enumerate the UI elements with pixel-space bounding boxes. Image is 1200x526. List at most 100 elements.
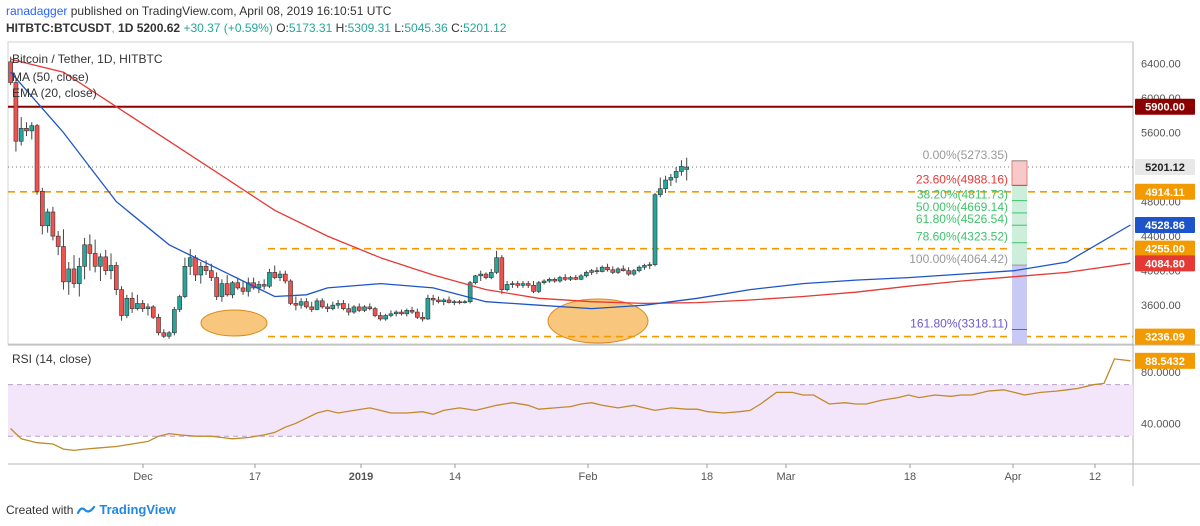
author-name[interactable]: ranadagger bbox=[6, 4, 68, 18]
candle-body bbox=[504, 284, 510, 290]
candle-body bbox=[166, 332, 172, 337]
high-label: H: bbox=[335, 21, 348, 35]
close-label: C: bbox=[451, 21, 464, 35]
x-axis-tick-label: 14 bbox=[449, 471, 461, 483]
candle-body bbox=[636, 266, 642, 271]
candle-body bbox=[256, 284, 262, 289]
ema20-line bbox=[10, 71, 1131, 310]
candle-body bbox=[647, 264, 653, 266]
candle-body bbox=[87, 244, 93, 254]
price-change: +30.37 (+0.59%) bbox=[183, 21, 273, 35]
candle-body bbox=[584, 272, 589, 277]
candle-body bbox=[193, 257, 198, 276]
candle-body bbox=[436, 299, 441, 303]
candle-body bbox=[98, 256, 103, 267]
ma50-line bbox=[10, 58, 1131, 305]
candle-body bbox=[605, 266, 610, 271]
candle-body bbox=[124, 297, 130, 316]
x-axis-tick-label: Dec bbox=[133, 471, 153, 483]
price-tag-label: 3236.09 bbox=[1145, 332, 1185, 344]
candle-body bbox=[203, 266, 209, 271]
candle-body bbox=[573, 277, 579, 280]
rsi-axis-tick-label: 40.0000 bbox=[1141, 418, 1181, 430]
candle-body bbox=[24, 127, 29, 132]
candle-body bbox=[267, 272, 272, 287]
ohlc-line: HITBTC:BTCUSDT, 1D 5200.62 +30.37 (+0.59… bbox=[6, 21, 507, 35]
rsi-value-label: 88.5432 bbox=[1145, 356, 1185, 368]
interval-label: 1D bbox=[118, 21, 134, 35]
candle-body bbox=[209, 270, 214, 278]
candle-body bbox=[161, 332, 167, 337]
candle-body bbox=[393, 311, 399, 315]
candle-body bbox=[240, 287, 246, 292]
candle-body bbox=[452, 301, 457, 304]
candle-body bbox=[525, 283, 531, 286]
candle-body bbox=[663, 179, 668, 189]
candle-body bbox=[330, 304, 336, 309]
candle-body bbox=[13, 82, 19, 142]
candle-body bbox=[378, 315, 383, 320]
low-value: 5045.36 bbox=[404, 21, 448, 35]
candle-body bbox=[552, 278, 557, 282]
candle-body bbox=[467, 282, 473, 303]
candle-body bbox=[356, 306, 362, 311]
price-tag-label: 4084.80 bbox=[1145, 258, 1185, 270]
candle-body bbox=[92, 253, 98, 267]
candle-body bbox=[568, 277, 573, 280]
tradingview-brand[interactable]: TradingView bbox=[99, 502, 176, 517]
candle-body bbox=[61, 246, 66, 283]
candle-body bbox=[679, 165, 684, 172]
candle-body bbox=[657, 188, 663, 196]
candle-body bbox=[129, 297, 135, 309]
candle-body bbox=[594, 270, 600, 272]
candle-body bbox=[531, 285, 536, 292]
price-tag-label: 4255.00 bbox=[1145, 244, 1185, 256]
candle-body bbox=[325, 306, 330, 309]
candle-body bbox=[615, 268, 621, 273]
candle-body bbox=[261, 284, 267, 287]
price-pane bbox=[7, 41, 1134, 345]
candle-body bbox=[230, 282, 235, 296]
x-axis-tick-label: 2019 bbox=[349, 471, 373, 483]
y-axis-tick-label: 6400.00 bbox=[1141, 59, 1181, 71]
fib-level-label: 78.60%(4323.52) bbox=[916, 230, 1008, 244]
price-tag bbox=[1135, 159, 1195, 176]
y-axis-tick-label: 3600.00 bbox=[1141, 300, 1181, 312]
rsi-legend: RSI (14, close) bbox=[12, 352, 91, 366]
candle-body bbox=[626, 270, 631, 275]
candle-body bbox=[399, 311, 404, 315]
candle-body bbox=[510, 283, 515, 285]
price-tag-label: 5900.00 bbox=[1145, 102, 1185, 114]
rsi-axis-tick-label: 80.0000 bbox=[1141, 367, 1181, 379]
candle-body bbox=[562, 277, 568, 280]
price-tag bbox=[1135, 98, 1195, 115]
candle-body bbox=[541, 280, 547, 284]
candle-body bbox=[547, 278, 552, 282]
candle-body bbox=[488, 272, 494, 278]
candle-body bbox=[441, 299, 447, 303]
candle-body bbox=[578, 275, 584, 280]
price-tag bbox=[1135, 328, 1195, 345]
candle-body bbox=[140, 303, 145, 309]
candle-body bbox=[642, 265, 647, 268]
publish-line: ranadagger published on TradingView.com,… bbox=[6, 4, 391, 18]
candle-body bbox=[446, 299, 452, 303]
candle-body bbox=[272, 272, 278, 278]
fib-level-label: 0.00%(5273.35) bbox=[923, 148, 1008, 162]
candle-body bbox=[29, 125, 35, 132]
fib-level-label: 50.00%(4669.14) bbox=[916, 200, 1008, 214]
x-axis-tick-label: Feb bbox=[579, 471, 598, 483]
close-value: 5201.12 bbox=[463, 21, 507, 35]
ma-legend: MA (50, close) bbox=[12, 70, 89, 84]
candle-body bbox=[483, 273, 489, 278]
candle-body bbox=[119, 289, 124, 316]
candle-body bbox=[55, 235, 61, 247]
rsi-line bbox=[10, 358, 1131, 452]
candle-body bbox=[18, 127, 24, 142]
candle-body bbox=[246, 282, 251, 292]
candle-body bbox=[430, 297, 436, 301]
candle-body bbox=[45, 211, 50, 227]
created-with-label: Created with bbox=[6, 502, 74, 517]
low-label: L: bbox=[394, 21, 405, 35]
